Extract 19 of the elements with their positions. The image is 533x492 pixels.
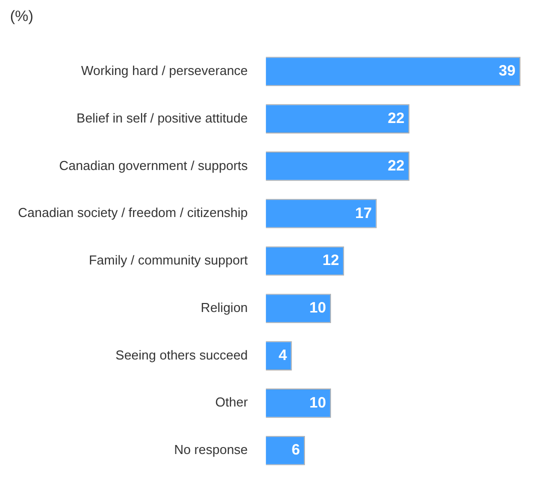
text: (%) [10, 8, 34, 25]
data-label: 10 [309, 394, 326, 412]
data-label: 39 [498, 62, 516, 80]
y-tick-label: Canadian society / freedom / citizenship [18, 205, 248, 220]
y-tick-label: Other [215, 394, 248, 410]
y-tick-label: Religion [200, 300, 248, 315]
y-tick-label: Canadian government / supports [59, 158, 248, 173]
y-tick-label: No response [174, 442, 248, 458]
data-label: 10 [309, 300, 326, 317]
y-tick-label: Belief in self / positive attitude [76, 110, 248, 126]
y-tick-label: Seeing others succeed [116, 347, 248, 362]
data-label: 4 [278, 346, 288, 364]
data-label: 22 [388, 157, 404, 174]
data-label: 12 [322, 252, 340, 270]
data-label: 22 [388, 110, 404, 128]
data-label: 17 [355, 204, 372, 222]
y-tick-label: Working hard / perseverance [81, 63, 248, 78]
y-tick-label: Family / community support [88, 252, 248, 268]
data-label: 6 [292, 442, 300, 459]
